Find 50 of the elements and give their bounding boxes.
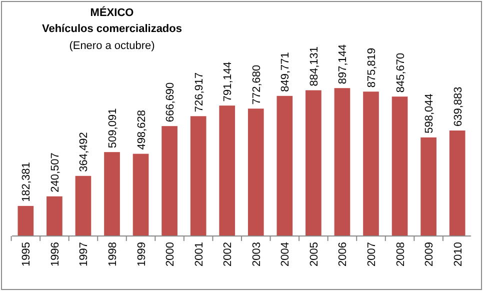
x-tick-label: 1995: [20, 242, 33, 266]
x-tick-label: 2007: [366, 242, 378, 266]
x-tick-label: 1998: [107, 242, 119, 266]
bar: [190, 116, 206, 236]
bar: [75, 176, 92, 236]
x-tick-label: 2010: [452, 242, 464, 266]
bar: [363, 92, 379, 236]
chart-subtitle: (Enero a octubre): [69, 40, 155, 52]
data-label: 897,144: [337, 44, 350, 84]
data-label: 240,507: [49, 152, 62, 192]
data-label: 791,144: [222, 62, 234, 102]
bar: [219, 106, 236, 236]
x-tick-label: 1996: [49, 242, 62, 266]
data-label: 182,381: [20, 162, 33, 202]
data-label: 364,492: [78, 132, 90, 172]
x-tick-label: 2002: [222, 242, 234, 266]
data-label: 726,917: [193, 72, 206, 112]
chart-title: MÉXICO Vehículos comercializados: [42, 6, 182, 35]
data-label: 772,680: [250, 64, 263, 105]
data-label: 598,044: [424, 94, 436, 134]
bar: [46, 196, 62, 236]
x-tick-label: 1997: [78, 242, 90, 266]
bar: [449, 130, 466, 236]
bar: [18, 206, 34, 236]
x-tick-label: 2009: [424, 242, 436, 266]
bar: [392, 96, 408, 236]
data-label: 849,771: [280, 52, 292, 92]
bar: [276, 96, 293, 236]
bar: [104, 152, 120, 236]
x-tick-label: 1999: [136, 242, 148, 266]
x-tick-label: 2004: [280, 242, 292, 266]
bar: [132, 154, 149, 236]
x-tick-label: 2008: [394, 242, 407, 266]
x-tick-label: 2000: [164, 242, 177, 266]
x-tick-label: 2001: [193, 242, 206, 266]
x-tick-label: 2006: [337, 242, 350, 266]
bar: [420, 137, 436, 236]
data-label: 666,690: [164, 82, 177, 122]
data-label: 845,670: [394, 52, 407, 93]
data-label: 875,819: [366, 48, 378, 88]
x-tick-label: 2005: [308, 242, 320, 266]
data-label: 884,131: [308, 46, 320, 86]
data-label: 509,091: [107, 108, 119, 148]
data-label: 639,883: [452, 86, 464, 127]
x-tick-label: 2003: [250, 242, 263, 266]
data-label: 498,628: [136, 110, 148, 150]
bar: [306, 90, 322, 236]
bar: [248, 108, 264, 236]
bar: [162, 126, 178, 236]
bar: [334, 88, 350, 236]
